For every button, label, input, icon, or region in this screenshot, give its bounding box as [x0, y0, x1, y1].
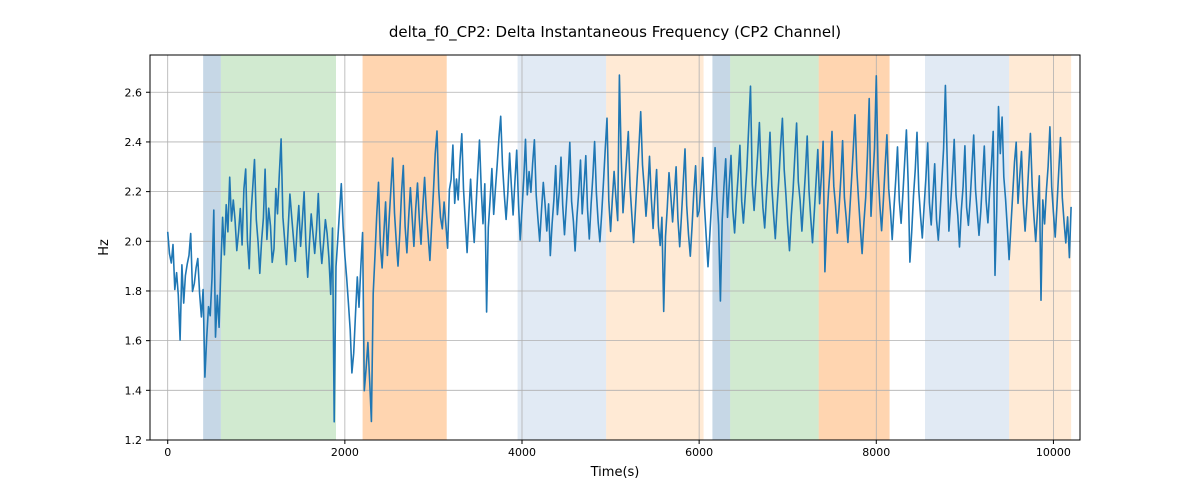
shaded-band: [518, 55, 607, 440]
shaded-band: [203, 55, 221, 440]
y-tick-label: 2.2: [125, 186, 143, 199]
x-tick-label: 4000: [508, 446, 536, 459]
shaded-band: [730, 55, 819, 440]
shaded-band: [819, 55, 890, 440]
x-axis-label: Time(s): [590, 465, 640, 480]
x-tick-label: 10000: [1036, 446, 1071, 459]
x-tick-label: 2000: [331, 446, 359, 459]
y-tick-label: 1.8: [125, 285, 143, 298]
x-tick-label: 8000: [862, 446, 890, 459]
chart-title: delta_f0_CP2: Delta Instantaneous Freque…: [389, 23, 841, 42]
y-tick-label: 1.4: [125, 384, 143, 397]
shaded-band: [221, 55, 336, 440]
y-tick-label: 2.0: [125, 235, 143, 248]
y-tick-label: 2.4: [125, 136, 143, 149]
x-tick-label: 6000: [685, 446, 713, 459]
y-tick-label: 1.2: [125, 434, 143, 447]
y-axis-label: Hz: [97, 239, 112, 256]
y-tick-label: 2.6: [125, 86, 143, 99]
y-tick-label: 1.6: [125, 335, 143, 348]
x-tick-label: 0: [164, 446, 171, 459]
